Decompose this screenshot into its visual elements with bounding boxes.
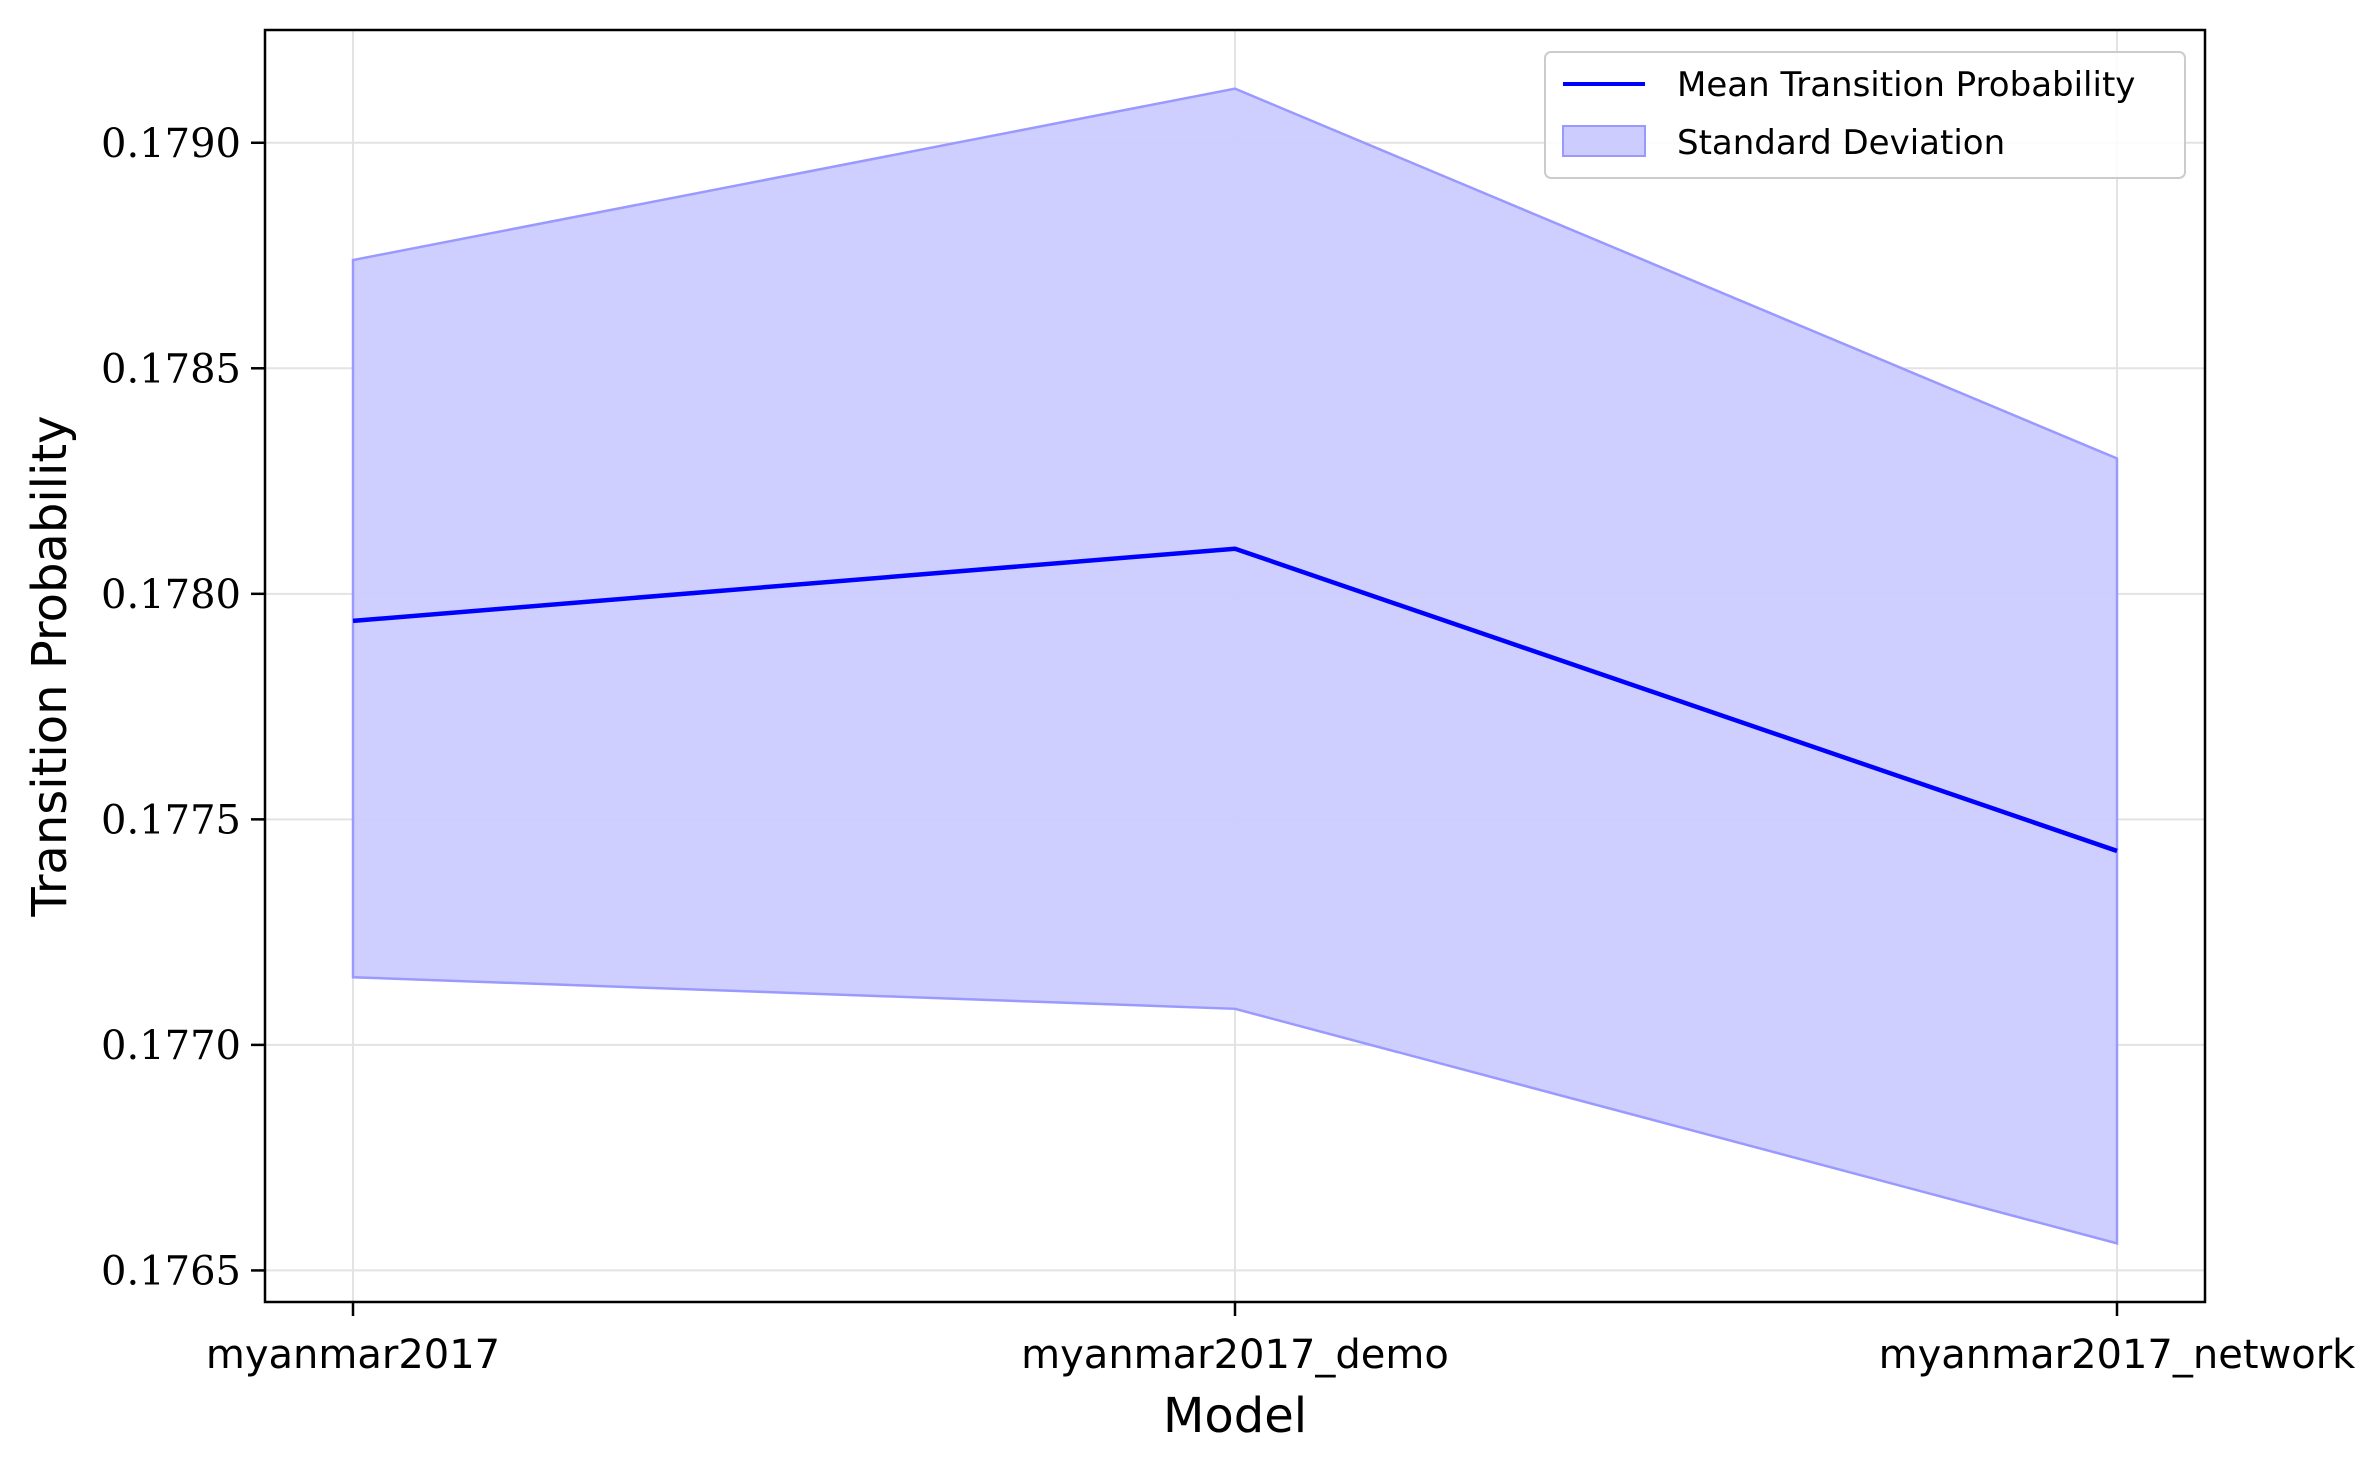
y-tick-label-5: 0.1790 xyxy=(101,121,241,167)
x-tick-label-0: myanmar2017 xyxy=(206,1332,500,1378)
y-axis-ticks: 0.1765 0.1770 0.1775 0.1780 0.1785 0.1790 xyxy=(101,121,265,1294)
std-band xyxy=(351,87,2119,1245)
legend: Mean Transition Probability Standard Dev… xyxy=(1544,51,2186,179)
y-tick-label-2: 0.1775 xyxy=(101,797,241,843)
std-band-layer xyxy=(351,87,2119,1245)
legend-band-swatch xyxy=(1562,125,1646,157)
y-tick-label-0: 0.1765 xyxy=(101,1248,241,1294)
x-tick-label-1: myanmar2017_demo xyxy=(1021,1332,1449,1378)
x-axis-label: Model xyxy=(1163,1388,1307,1444)
y-axis-label: Transition Probability xyxy=(22,415,78,917)
legend-entry-mean: Mean Transition Probability xyxy=(1677,65,2135,105)
legend-box xyxy=(1544,51,2186,179)
x-tick-label-2: myanmar2017_network xyxy=(1879,1332,2356,1378)
x-axis-ticks: myanmar2017 myanmar2017_demo myanmar2017_n… xyxy=(206,1302,2356,1378)
series-layer xyxy=(352,546,2118,854)
y-tick-label-4: 0.1785 xyxy=(101,346,241,392)
y-tick-label-3: 0.1780 xyxy=(101,572,241,618)
y-tick-label-1: 0.1770 xyxy=(101,1023,241,1069)
legend-entry-std: Standard Deviation xyxy=(1677,123,2005,163)
